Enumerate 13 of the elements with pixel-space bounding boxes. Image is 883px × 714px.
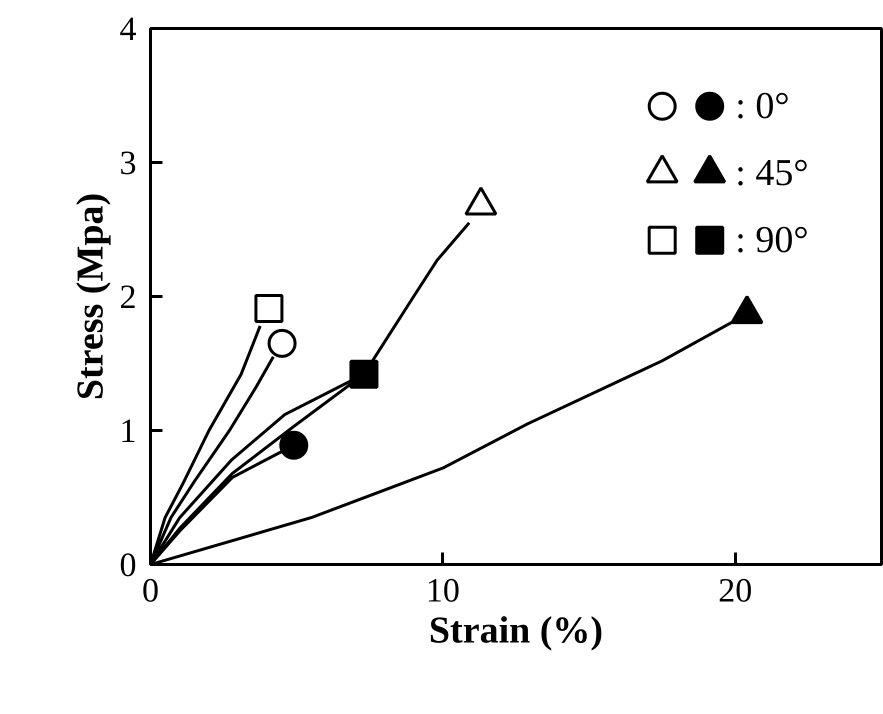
legend-label: : 45° xyxy=(735,152,809,194)
y-axis-title: Stress (Mpa) xyxy=(70,192,112,400)
x-tick-label: 10 xyxy=(426,572,460,610)
x-tick-label: 0 xyxy=(142,572,159,610)
x-axis-title: Strain (%) xyxy=(428,610,604,652)
x-tick-label: 20 xyxy=(718,572,752,610)
y-tick-label: 3 xyxy=(120,145,136,182)
y-tick-label: 2 xyxy=(120,279,136,316)
legend-label: : 90° xyxy=(735,219,809,262)
y-tick-label: 4 xyxy=(120,11,136,48)
y-tick-label: 1 xyxy=(120,413,136,450)
y-tick-label: 0 xyxy=(120,547,136,584)
legend-label: : 0° xyxy=(735,85,790,128)
